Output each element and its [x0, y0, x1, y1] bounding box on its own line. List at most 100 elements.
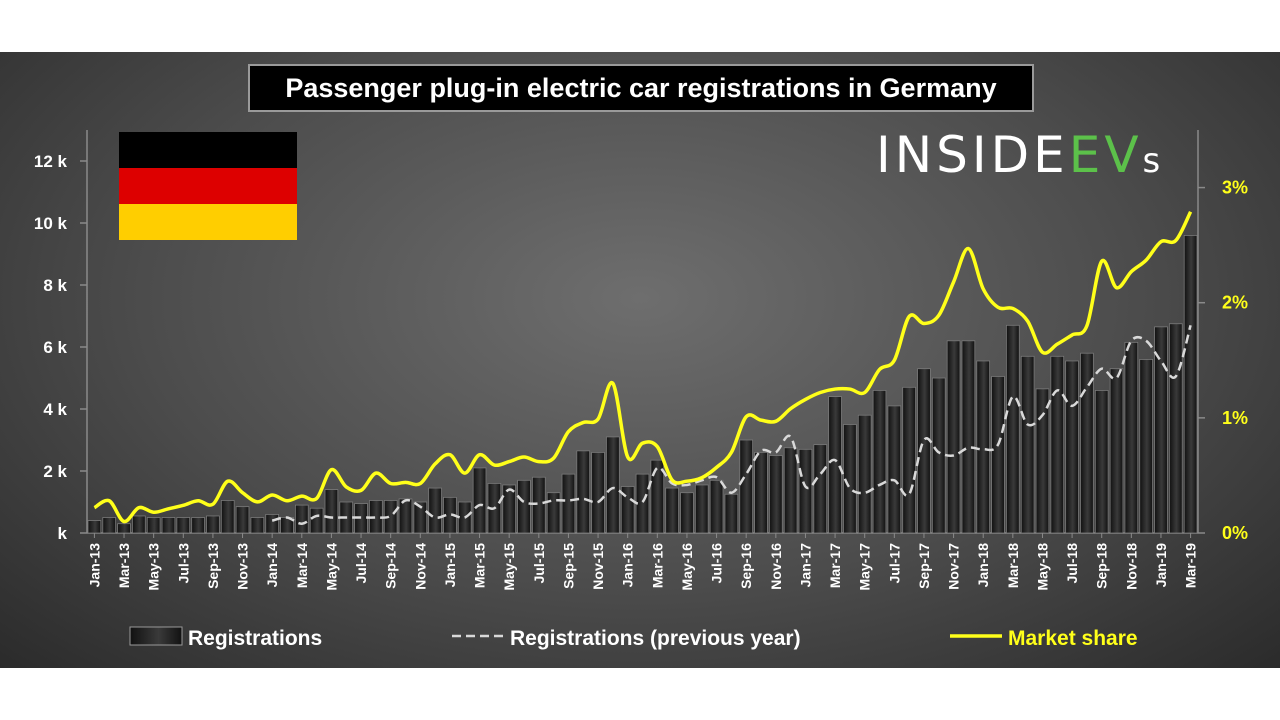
- x-tick-label: Sep-14: [383, 543, 399, 589]
- registrations-bar: [87, 520, 102, 534]
- registrations-bar: [872, 389, 887, 534]
- x-tick-label: Nov-14: [412, 543, 428, 590]
- registrations-bar: [1183, 234, 1198, 534]
- left-tick-label: 6 k: [43, 338, 67, 357]
- registrations-bar: [1050, 355, 1065, 534]
- registrations-bar: [398, 498, 413, 534]
- registrations-bar: [680, 492, 694, 534]
- registrations-bars: [87, 234, 1198, 534]
- registrations-bar: [902, 386, 916, 534]
- registrations-bar: [561, 473, 576, 534]
- registrations-bar: [428, 487, 442, 534]
- x-tick-label: Mar-15: [472, 543, 488, 588]
- x-tick-label: Jul-18: [1064, 543, 1080, 584]
- registrations-bar: [1020, 355, 1035, 534]
- registrations-bar: [206, 515, 220, 534]
- registrations-bar: [1080, 352, 1094, 534]
- registrations-bar: [250, 517, 265, 534]
- registrations-bar: [324, 489, 339, 534]
- legend-market-share-label: Market share: [1008, 627, 1138, 650]
- registrations-bar: [591, 451, 605, 534]
- flag-stripe-red: [119, 168, 297, 204]
- registrations-bar: [739, 439, 754, 534]
- registrations-bar: [783, 447, 798, 534]
- right-tick-label: 3%: [1222, 178, 1248, 198]
- right-y-axis: 0% 1% 2% 3%: [1198, 178, 1248, 543]
- insideevs-logo: INSIDEEVs: [876, 126, 1160, 186]
- registrations-bar: [798, 448, 813, 534]
- registrations-bar: [132, 515, 146, 534]
- registrations-bar: [724, 493, 739, 534]
- market-share-line: [93, 210, 1193, 524]
- x-tick-label: Sep-13: [205, 543, 221, 589]
- x-tick-label: Sep-16: [738, 543, 754, 589]
- x-tick-label: Nov-17: [946, 543, 962, 590]
- x-tick-label: Jul-15: [531, 543, 547, 584]
- registrations-bar: [694, 484, 709, 534]
- left-tick-label: 8 k: [43, 276, 67, 295]
- registrations-bar: [887, 405, 902, 534]
- chart-title: Passenger plug-in electric car registrat…: [248, 64, 1034, 112]
- german-flag-icon: [119, 132, 297, 240]
- registrations-bar: [546, 492, 561, 534]
- left-tick-label: 4 k: [43, 400, 67, 419]
- legend-registrations-label: Registrations: [188, 627, 322, 650]
- registrations-bar: [102, 517, 117, 534]
- x-tick-label: Jul-13: [175, 543, 191, 584]
- x-tick-label: Jan-17: [797, 543, 813, 588]
- x-tick-label: Jan-19: [1153, 543, 1169, 588]
- registrations-bar: [146, 517, 161, 534]
- right-tick-label: 2%: [1222, 293, 1248, 313]
- registrations-bar: [843, 424, 857, 534]
- registrations-bar: [220, 500, 235, 534]
- legend-previous-year-label: Registrations (previous year): [510, 627, 801, 650]
- registrations-bar: [235, 506, 250, 534]
- registrations-bar: [1065, 360, 1079, 534]
- x-tick-label: May-17: [857, 543, 873, 591]
- left-tick-label: k: [58, 524, 68, 543]
- market-share-series: [93, 210, 1193, 524]
- x-tick-label: Nov-15: [590, 543, 606, 590]
- x-tick-label: Sep-17: [916, 543, 932, 589]
- right-tick-label: 0%: [1222, 523, 1248, 543]
- registrations-bar: [991, 376, 1005, 534]
- registrations-bar: [1168, 323, 1183, 534]
- registrations-bar: [265, 514, 279, 534]
- registrations-bar: [828, 396, 842, 534]
- x-tick-label: Jan-13: [86, 543, 102, 588]
- registrations-bar: [606, 436, 620, 534]
- x-tick-label: Mar-19: [1183, 543, 1199, 588]
- x-tick-label: Mar-16: [649, 543, 665, 588]
- registrations-bar: [665, 487, 679, 534]
- registrations-bar: [709, 479, 724, 534]
- registrations-bar: [309, 507, 324, 534]
- x-tick-label: Jul-17: [886, 543, 902, 584]
- x-tick-label: May-16: [679, 543, 695, 591]
- registrations-bar: [457, 501, 472, 534]
- registrations-bar: [931, 377, 946, 534]
- registrations-bar: [1109, 368, 1124, 534]
- left-tick-label: 12 k: [34, 152, 68, 171]
- x-tick-label: Jan-18: [975, 543, 991, 588]
- left-y-axis: k 2 k 4 k 6 k 8 k 10 k 12 k: [34, 152, 87, 543]
- x-tick-label: Jan-15: [442, 543, 458, 588]
- x-tick-label: Jul-14: [353, 543, 369, 584]
- x-axis: Jan-13 Mar-13 May-13 Jul-13 Sep-13 Nov-13 Jan-…: [86, 533, 1199, 591]
- registrations-bar: [946, 340, 961, 534]
- registrations-bar: [517, 479, 531, 534]
- x-tick-label: Nov-18: [1123, 543, 1139, 590]
- registrations-bar: [532, 476, 546, 534]
- x-tick-label: Jan-16: [620, 543, 636, 588]
- registrations-bar: [813, 444, 828, 534]
- x-tick-label: May-15: [501, 543, 517, 591]
- left-tick-label: 2 k: [43, 462, 67, 481]
- registrations-bar: [1035, 388, 1050, 534]
- flag-stripe-gold: [119, 204, 297, 240]
- registrations-bar: [1124, 341, 1139, 534]
- registrations-bar: [1094, 389, 1109, 534]
- registrations-bar: [472, 467, 487, 534]
- registrations-bar: [1006, 324, 1020, 534]
- registrations-bar: [161, 517, 176, 534]
- registrations-bar: [191, 517, 205, 534]
